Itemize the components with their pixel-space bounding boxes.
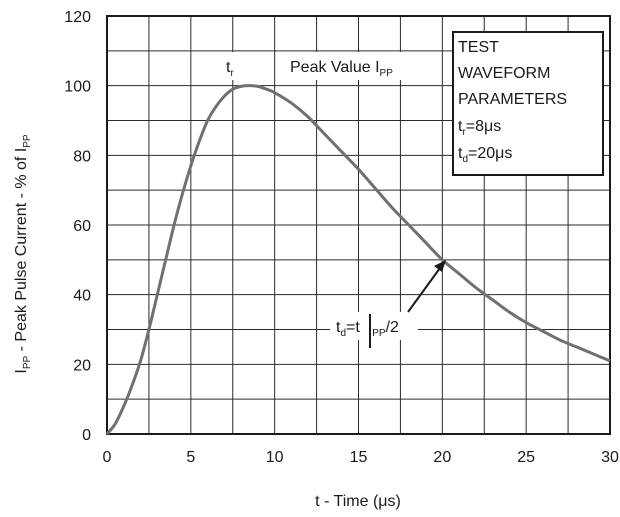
y-axis-title: IPP - Peak Pulse Current - % of IPP bbox=[13, 134, 33, 374]
td-arrow-head bbox=[434, 260, 446, 272]
tr-label-bg bbox=[218, 52, 244, 80]
x-tick-label: 0 bbox=[103, 449, 112, 466]
y-tick-label: 100 bbox=[64, 79, 91, 96]
params-line-1: TEST bbox=[458, 39, 499, 56]
params-box bbox=[452, 31, 604, 176]
y-tick-label: 20 bbox=[73, 357, 91, 374]
y-tick-label: 80 bbox=[73, 148, 91, 165]
td-arrow-line bbox=[407, 267, 441, 313]
x-tick-label: 10 bbox=[266, 449, 284, 466]
x-tick-label: 5 bbox=[186, 449, 195, 466]
peak-label-bg bbox=[284, 52, 420, 80]
y-tick-label: 120 bbox=[64, 9, 91, 26]
params-line-3: PARAMETERS bbox=[458, 91, 567, 108]
waveform-curve bbox=[105, 84, 611, 435]
x-tick-label: 20 bbox=[433, 449, 451, 466]
td-annotation: td=tIPP/2 bbox=[336, 319, 399, 339]
y-tick-labels: 0 20 40 60 80 100 120 bbox=[64, 9, 91, 444]
x-tick-label: 30 bbox=[601, 449, 619, 466]
td-label-bg bbox=[330, 312, 418, 340]
params-td: td=20μs bbox=[458, 145, 512, 165]
y-tick-label: 0 bbox=[82, 427, 91, 444]
x-tick-label: 15 bbox=[350, 449, 368, 466]
x-axis-title: t - Time (μs) bbox=[315, 493, 401, 510]
x-tick-labels: 0 5 10 15 20 25 30 bbox=[103, 449, 619, 466]
params-line-2: WAVEFORM bbox=[458, 65, 550, 82]
y-tick-label: 40 bbox=[73, 288, 91, 305]
tr-label: tr bbox=[226, 59, 234, 79]
plot-frame bbox=[106, 15, 611, 435]
peak-value-label: Peak Value IPP bbox=[290, 59, 393, 79]
y-tick-label: 60 bbox=[73, 218, 91, 235]
params-tr: tr=8μs bbox=[458, 118, 501, 138]
x-tick-label: 25 bbox=[517, 449, 535, 466]
